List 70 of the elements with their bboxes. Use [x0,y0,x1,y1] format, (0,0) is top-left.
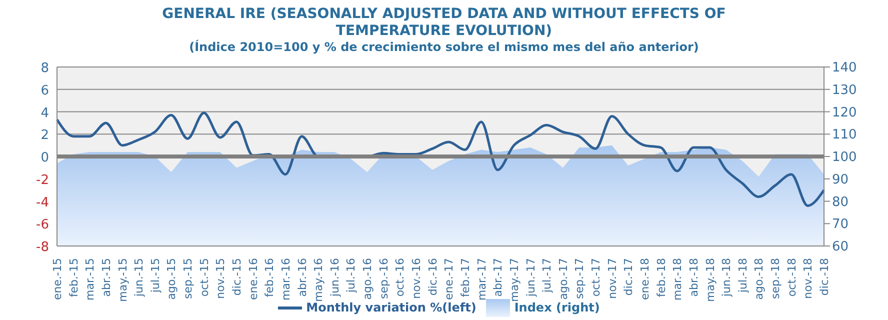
y2-tick-label: 70 [832,217,849,232]
y2-tick-label: 80 [832,194,849,210]
y2-tick-label: 130 [832,82,857,98]
x-tick-label: oct.-15 [198,258,211,297]
x-tick-label: nov.-15 [214,258,228,299]
x-tick-label: jul.-18 [736,258,750,294]
y-tick-label: 8 [40,61,49,76]
y2-tick-label: 110 [832,128,857,143]
y2-tick-label: 120 [832,105,857,120]
x-tick-label: sep.-18 [769,258,782,299]
y-tick-label: -6 [36,218,49,233]
x-tick-label: jun.-17 [524,258,538,298]
x-tick-label: ene.-16 [246,258,260,300]
chart-title: GENERAL IRE (SEASONALLY ADJUSTED DATA AND WITHOUT EFFECTS OF TEMPERATURE EVOLUTION) [161,6,727,40]
x-tick-label: nov.-18 [802,258,815,299]
y-tick-label: 0 [40,150,49,166]
x-tick-label: abr.-16 [296,258,309,297]
x-tick-label: oct.-17 [590,258,603,297]
x-tick-label: dic.-18 [818,258,831,296]
x-tick-label: dic.-17 [622,258,636,296]
y2-tick-label: 140 [832,60,857,76]
x-tick-label: sep.-16 [377,258,390,299]
x-tick-label: may.-16 [312,258,326,302]
x-tick-label: mar.-15 [84,258,97,300]
x-tick-label: feb.-15 [67,258,80,298]
x-tick-label: jun.-18 [720,258,734,298]
y-tick-label: 6 [40,83,49,98]
chart-subtitle: (Índice 2010=100 y % de crecimiento sobre el mismo mes del año anterior) [188,40,700,55]
x-tick-label: sep.-15 [182,258,195,299]
x-tick-label: oct.-16 [394,258,407,297]
x-tick-label: feb.-16 [263,258,276,298]
legend-label: Monthly variation %(left) [306,300,476,314]
y2-tick-label: 60 [832,240,849,255]
y-tick-label: -2 [36,172,49,188]
x-tick-label: jul.-15 [148,258,162,294]
y-tick-label: -4 [36,195,49,210]
x-tick-label: nov.-16 [410,258,424,299]
x-tick-label: nov.-17 [606,258,619,299]
y-tick-label: -8 [36,240,49,255]
x-tick-label: ago.-18 [752,258,766,300]
x-tick-label: abr.-17 [492,258,505,297]
x-tick-label: mar.-17 [475,258,488,300]
x-tick-label: dic.-15 [230,258,244,296]
x-tick-label: feb.-17 [458,258,472,298]
x-tick-label: may.-17 [508,258,521,302]
y2-tick-label: 100 [832,150,857,166]
y-tick-label: 4 [40,106,49,121]
x-tick-label: ago.-15 [165,258,178,300]
legend-label: Index (right) [514,300,600,314]
x-tick-label: mar.-18 [671,258,684,300]
x-tick-label: mar.-16 [279,258,292,300]
x-tick-label: may.-18 [704,258,717,302]
x-tick-label: jun.-15 [132,258,146,298]
x-tick-label: jun.-16 [328,258,342,298]
x-tick-label: sep.-17 [573,258,586,299]
x-tick-label: dic.-16 [426,258,440,296]
x-tick-label: ene.-17 [442,258,456,300]
x-tick-label: jul.-17 [540,258,554,294]
x-tick-label: ene.-15 [51,258,64,300]
x-tick-label: may.-15 [116,258,130,302]
y2-tick-label: 90 [832,172,849,188]
x-tick-label: oct.-18 [785,258,798,297]
x-tick-label: ago.-17 [556,258,570,300]
y-tick-label: 2 [40,128,49,144]
x-tick-label: jul.-16 [344,258,358,294]
x-tick-label: abr.-18 [687,258,700,297]
x-tick-label: ene.-18 [638,258,652,300]
x-tick-label: feb.-18 [654,258,668,298]
x-tick-label: ago.-16 [361,258,374,300]
x-tick-label: abr.-15 [100,258,113,297]
